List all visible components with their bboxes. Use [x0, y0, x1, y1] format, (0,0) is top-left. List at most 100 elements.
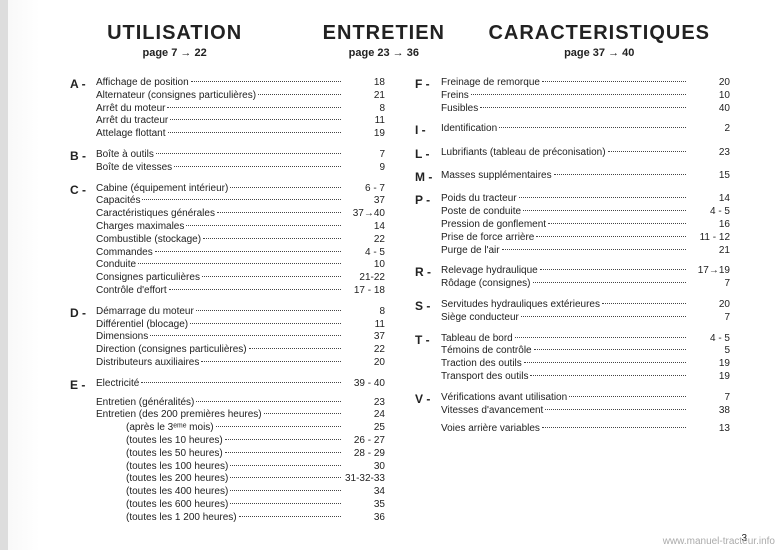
- index-line: Siège conducteur7: [441, 312, 730, 325]
- index-lines: Démarrage du moteur8Différentiel (blocag…: [96, 306, 385, 370]
- leader-dots: [150, 335, 341, 336]
- leader-dots: [542, 81, 686, 82]
- index-page: 7: [343, 149, 385, 162]
- index-page: 21: [688, 245, 730, 258]
- index-lines: Boîte à outils7Boîte de vitesses9: [96, 149, 385, 175]
- index-label: Direction (consignes particulières): [96, 344, 247, 357]
- index-label: Arrêt du moteur: [96, 103, 165, 116]
- leader-dots: [155, 251, 341, 252]
- leader-dots: [196, 401, 341, 402]
- leader-dots: [167, 107, 341, 108]
- index-label: Fusibles: [441, 103, 478, 116]
- index-page: 31-32-33: [343, 473, 385, 486]
- index-line: Transport des outils 19: [441, 371, 730, 384]
- leader-dots: [536, 236, 686, 237]
- index-label: Combustible (stockage): [96, 234, 201, 247]
- index-letter: L: [415, 147, 441, 162]
- index-line: Démarrage du moteur8: [96, 306, 385, 319]
- index-line: Consignes particulières21-22: [96, 272, 385, 285]
- index-label: Vitesses d'avancement: [441, 405, 543, 418]
- index-line: Lubrifiants (tableau de préconisation)23: [441, 147, 730, 160]
- index-line: Alternateur (consignes particulières)21: [96, 90, 385, 103]
- index-line: Arrêt du moteur8: [96, 103, 385, 116]
- leader-dots: [142, 199, 341, 200]
- leader-dots: [523, 210, 686, 211]
- leader-dots: [230, 503, 341, 504]
- index-label: Identification: [441, 123, 497, 136]
- index-page: 19: [688, 358, 730, 371]
- leader-dots: [225, 439, 341, 440]
- index-label: Charges maximales: [96, 221, 184, 234]
- index-line: Dimensions37: [96, 331, 385, 344]
- index-label: Distributeurs auxiliaires: [96, 357, 199, 370]
- index-page: 19: [688, 371, 730, 384]
- index-page: 26 - 27: [343, 435, 385, 448]
- index-label: Vérifications avant utilisation: [441, 392, 567, 405]
- index-line: Prise de force arrière11 - 12: [441, 232, 730, 245]
- index-letter: R: [415, 265, 441, 291]
- header-col: ENTRETIENpage 23 → 36: [279, 22, 488, 59]
- leader-dots: [225, 452, 341, 453]
- index-line: Servitudes hydrauliques extérieures20: [441, 299, 730, 312]
- index-line: Commandes4 - 5: [96, 247, 385, 260]
- index-line: Boîte à outils 7: [96, 149, 385, 162]
- leader-dots: [608, 151, 686, 152]
- leader-dots: [542, 427, 686, 428]
- leader-dots: [602, 303, 686, 304]
- index-group: SServitudes hydrauliques extérieures20Si…: [415, 299, 730, 325]
- index-lines: Vérifications avant utilisation7Vitesses…: [441, 392, 730, 436]
- watermark: www.manuel-tracteur.info: [663, 536, 775, 547]
- index-label: Servitudes hydrauliques extérieures: [441, 299, 600, 312]
- index-letter: V: [415, 392, 441, 436]
- index-label: (toutes les 100 heures): [126, 461, 228, 474]
- index-page: 7: [688, 278, 730, 291]
- index-line: Freins10: [441, 90, 730, 103]
- section-title: CARACTERISTIQUES: [488, 22, 710, 45]
- index-label: Electricité: [96, 378, 139, 391]
- index-letter: A: [70, 77, 96, 141]
- index-page: 11: [343, 115, 385, 128]
- index-line: Direction (consignes particulières)22: [96, 344, 385, 357]
- index-page: 37: [343, 195, 385, 208]
- index-page: 10: [343, 259, 385, 272]
- index-label: Voies arrière variables: [441, 423, 540, 436]
- index-label: Différentiel (blocage): [96, 319, 188, 332]
- leader-dots: [203, 238, 341, 239]
- index-group: DDémarrage du moteur8Différentiel (bloca…: [70, 306, 385, 370]
- leader-dots: [169, 289, 341, 290]
- index-page: 40: [688, 103, 730, 116]
- index-group: VVérifications avant utilisation7Vitesse…: [415, 392, 730, 436]
- index-page: 11 - 12: [688, 232, 730, 245]
- index-label: Alternateur (consignes particulières): [96, 90, 256, 103]
- leader-dots: [524, 362, 686, 363]
- index-lines: Identification2: [441, 123, 730, 138]
- index-page: 4 - 5: [343, 247, 385, 260]
- index-label: Transport des outils: [441, 371, 528, 384]
- index-label: Boîte à outils: [96, 149, 154, 162]
- index-group: PPoids du tracteur14Poste de conduite4 -…: [415, 193, 730, 257]
- index-column-right: FFreinage de remorque20Freins10Fusibles4…: [415, 77, 730, 533]
- index-line: Entretien (généralités)23: [96, 397, 385, 410]
- leader-dots: [530, 375, 686, 376]
- index-label: Purge de l'air: [441, 245, 500, 258]
- index-page: 11: [343, 319, 385, 332]
- leader-dots: [216, 426, 341, 427]
- index-line: Pression de gonflement16: [441, 219, 730, 232]
- index-line: Témoins de contrôle5: [441, 345, 730, 358]
- index-page: 30: [343, 461, 385, 474]
- page-edge-shadow: [0, 0, 8, 550]
- leader-dots: [168, 132, 342, 133]
- index-letter: T: [415, 333, 441, 384]
- leader-dots: [230, 490, 341, 491]
- index-lines: Relevage hydraulique17→19Rôdage (consign…: [441, 265, 730, 291]
- index-letter: I: [415, 123, 441, 138]
- index-line: Identification2: [441, 123, 730, 136]
- index-label: Témoins de contrôle: [441, 345, 532, 358]
- index-line: Capacités37: [96, 195, 385, 208]
- index-line: Voies arrière variables13: [441, 423, 730, 436]
- header-row: UTILISATIONpage 7 → 22ENTRETIENpage 23 →…: [70, 22, 710, 59]
- index-page: 37→40: [343, 208, 385, 221]
- index-group: RRelevage hydraulique17→19Rôdage (consig…: [415, 265, 730, 291]
- index-line: (toutes les 10 heures)26 - 27: [96, 435, 385, 448]
- header-col: UTILISATIONpage 7 → 22: [70, 22, 279, 59]
